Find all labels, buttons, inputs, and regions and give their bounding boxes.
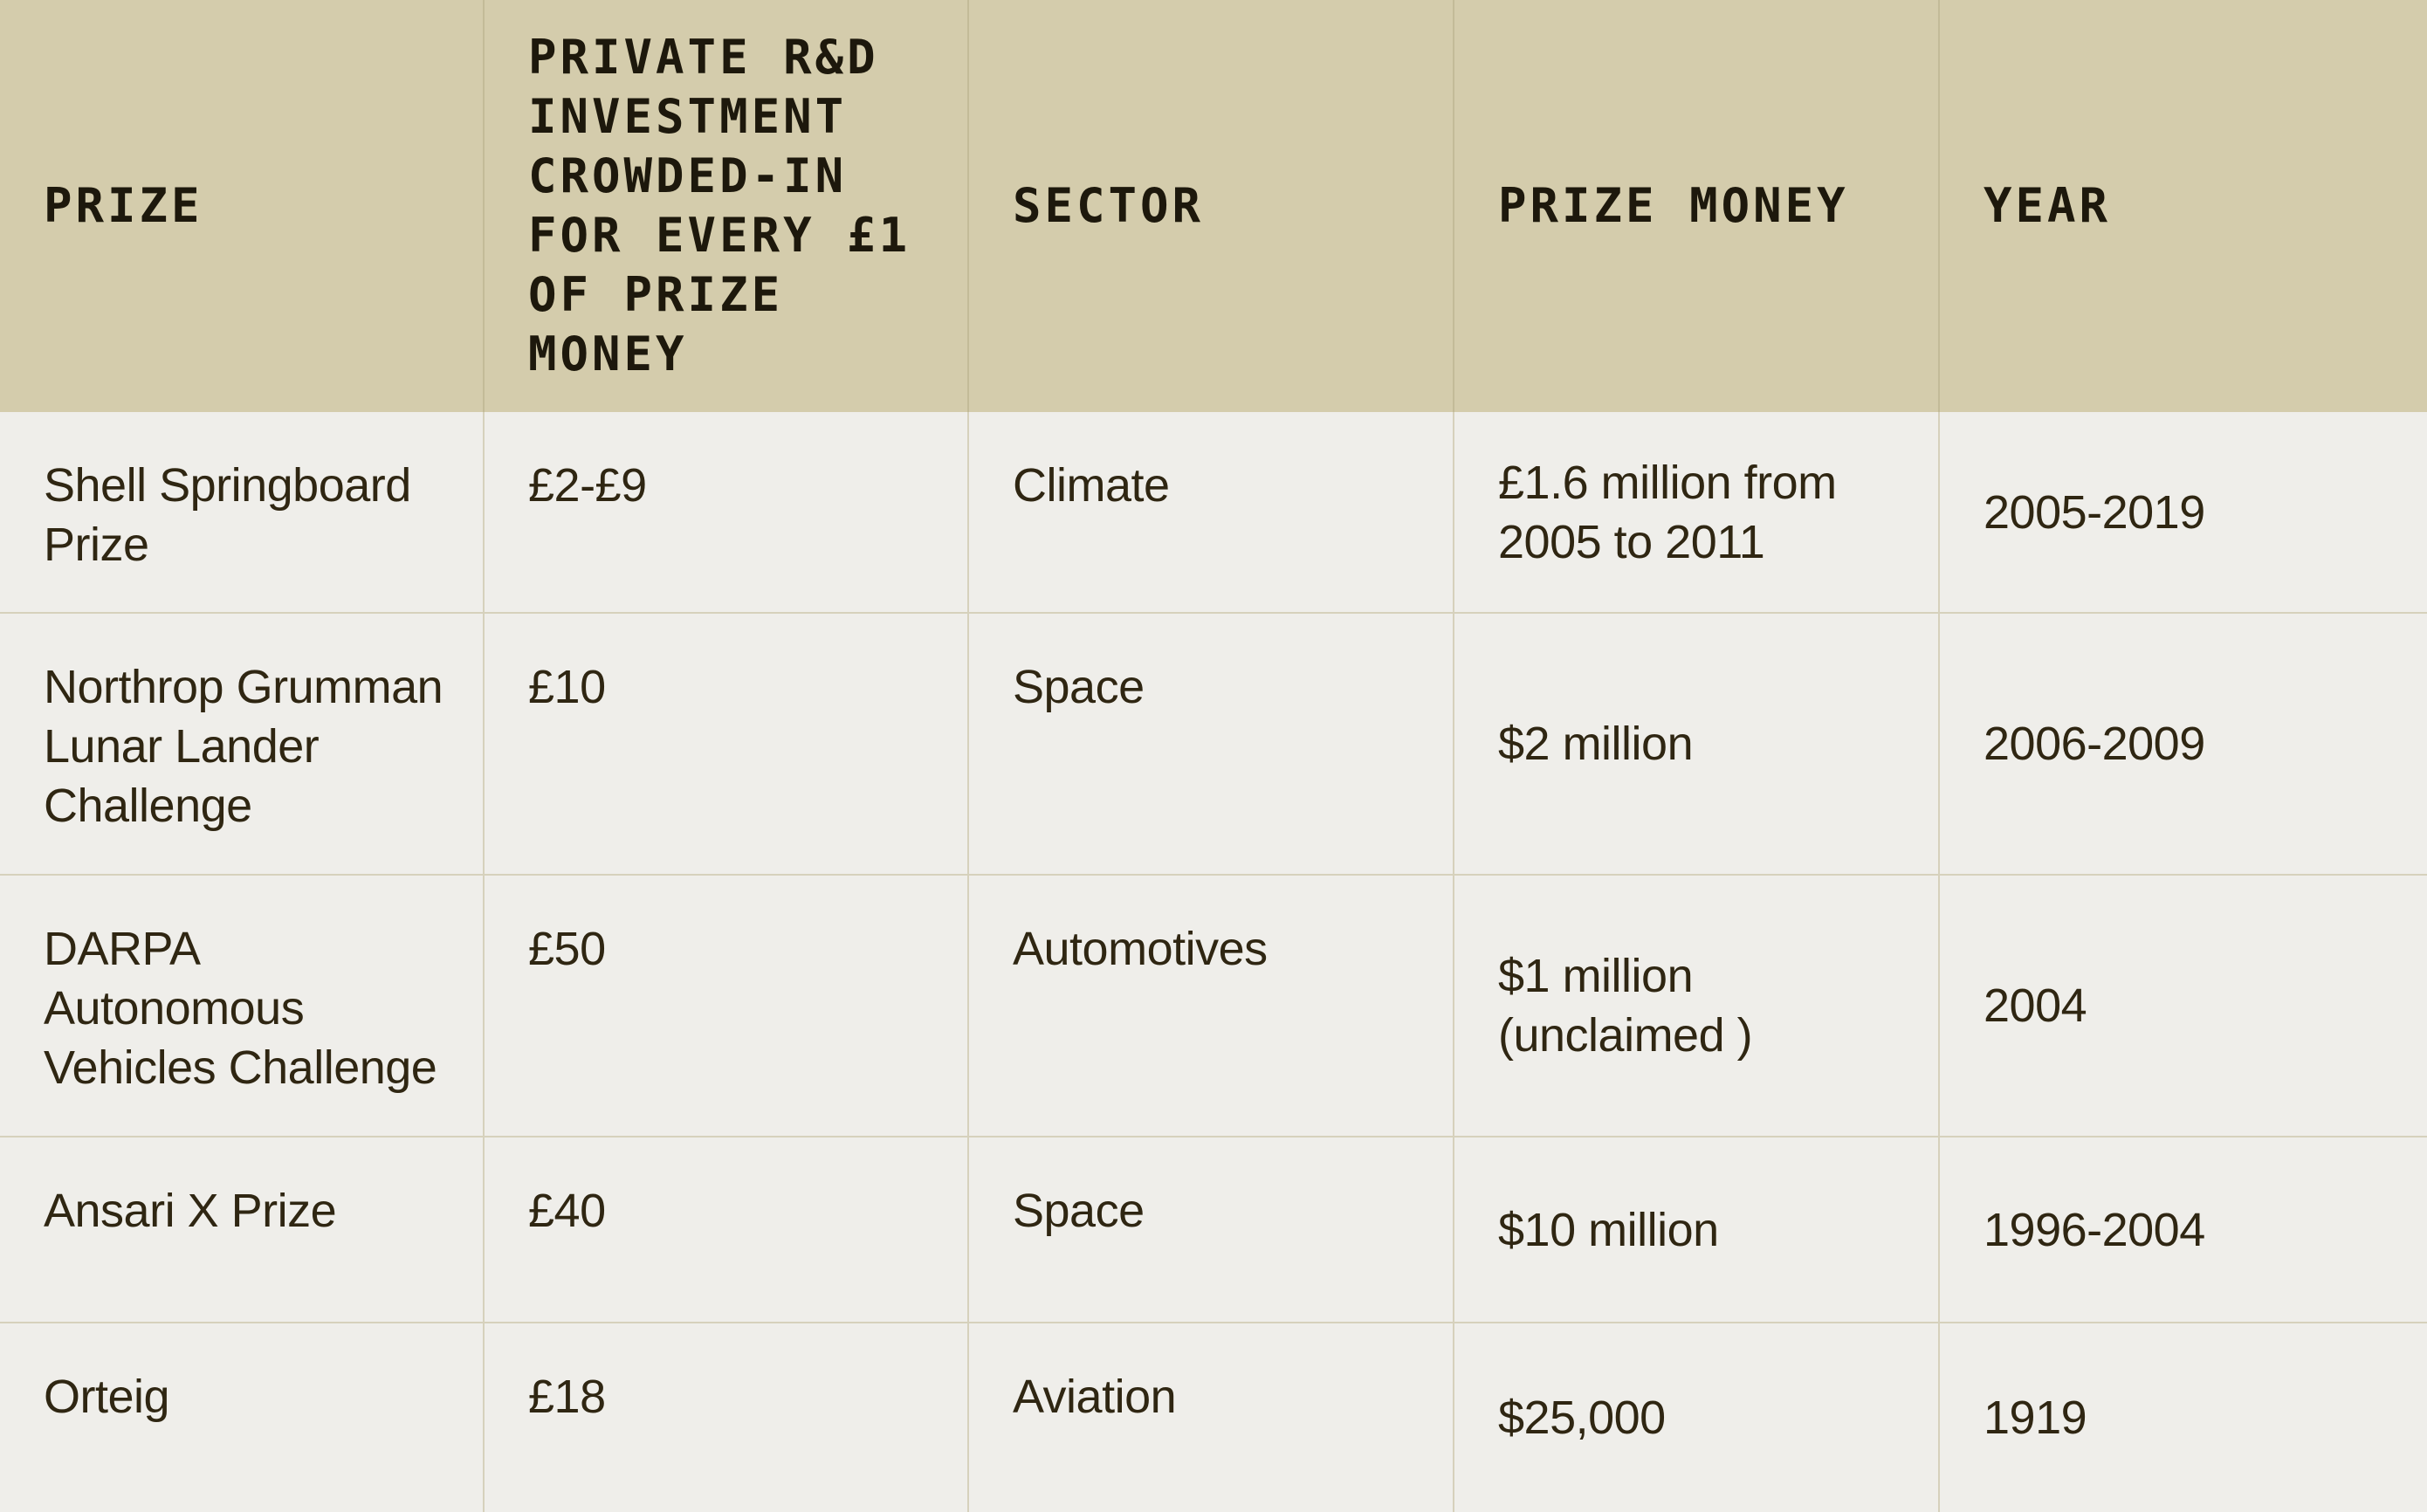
prize-money-value: $2 million bbox=[1498, 718, 1694, 770]
cell-prize: Ansari X Prize bbox=[0, 1137, 485, 1323]
investment-value: £40 bbox=[528, 1185, 606, 1237]
investment-value: £2-£9 bbox=[528, 459, 647, 512]
cell-prize-money: $10 million bbox=[1454, 1137, 1940, 1323]
cell-prize: Northrop Grumman Lunar Lander Challenge bbox=[0, 614, 485, 876]
cell-prize-money: £1.6 million from 2005 to 2011 bbox=[1454, 412, 1940, 614]
cell-year: 1919 bbox=[1940, 1323, 2427, 1512]
prize-name: DARPA Autonomous Vehicles Challenge bbox=[44, 923, 437, 1094]
prize-name: Ansari X Prize bbox=[44, 1185, 337, 1237]
prize-name: Northrop Grumman Lunar Lander Challenge bbox=[44, 661, 443, 832]
cell-year: 2004 bbox=[1940, 876, 2427, 1137]
sector-value: Space bbox=[1013, 661, 1145, 713]
header-sector-label: SECTOR bbox=[1013, 178, 1205, 233]
cell-investment: £50 bbox=[485, 876, 969, 1137]
cell-sector: Automotives bbox=[969, 876, 1454, 1137]
year-value: 2006-2009 bbox=[1984, 718, 2205, 770]
prize-name: Shell Springboard Prize bbox=[44, 459, 411, 571]
cell-sector: Climate bbox=[969, 412, 1454, 614]
cell-sector: Aviation bbox=[969, 1323, 1454, 1512]
cell-year: 2005-2019 bbox=[1940, 412, 2427, 614]
header-prize-label: PRIZE bbox=[44, 178, 203, 233]
investment-value: £18 bbox=[528, 1371, 606, 1423]
cell-prize-money: $1 million (unclaimed ) bbox=[1454, 876, 1940, 1137]
header-prize-money-label: PRIZE MONEY bbox=[1498, 178, 1849, 233]
prize-money-value: $1 million (unclaimed ) bbox=[1498, 950, 1753, 1062]
cell-investment: £18 bbox=[485, 1323, 969, 1512]
year-value: 1996-2004 bbox=[1984, 1203, 2205, 1256]
sector-value: Automotives bbox=[1013, 923, 1268, 975]
header-year-label: YEAR bbox=[1984, 178, 2112, 233]
header-prize: PRIZE bbox=[0, 0, 485, 412]
prize-money-value: $25,000 bbox=[1498, 1392, 1666, 1444]
prize-money-value: $10 million bbox=[1498, 1203, 1719, 1256]
cell-sector: Space bbox=[969, 1137, 1454, 1323]
prize-name: Orteig bbox=[44, 1371, 170, 1423]
cell-prize-money: $25,000 bbox=[1454, 1323, 1940, 1512]
sector-value: Aviation bbox=[1013, 1371, 1177, 1423]
cell-year: 1996-2004 bbox=[1940, 1137, 2427, 1323]
cell-prize: Shell Springboard Prize bbox=[0, 412, 485, 614]
cell-prize: Orteig bbox=[0, 1323, 485, 1512]
cell-investment: £10 bbox=[485, 614, 969, 876]
cell-sector: Space bbox=[969, 614, 1454, 876]
investment-value: £10 bbox=[528, 661, 606, 713]
header-year: YEAR bbox=[1940, 0, 2427, 412]
header-prize-money: PRIZE MONEY bbox=[1454, 0, 1940, 412]
sector-value: Space bbox=[1013, 1185, 1145, 1237]
cell-year: 2006-2009 bbox=[1940, 614, 2427, 876]
year-value: 1919 bbox=[1984, 1392, 2087, 1444]
header-sector: SECTOR bbox=[969, 0, 1454, 412]
cell-investment: £40 bbox=[485, 1137, 969, 1323]
cell-prize-money: $2 million bbox=[1454, 614, 1940, 876]
investment-value: £50 bbox=[528, 923, 606, 975]
header-investment-label: PRIVATE R&D INVESTMENT CROWDED-IN FOR EV… bbox=[528, 30, 911, 381]
cell-investment: £2-£9 bbox=[485, 412, 969, 614]
header-investment: PRIVATE R&D INVESTMENT CROWDED-IN FOR EV… bbox=[485, 0, 969, 412]
cell-prize: DARPA Autonomous Vehicles Challenge bbox=[0, 876, 485, 1137]
sector-value: Climate bbox=[1013, 459, 1170, 512]
prize-money-value: £1.6 million from 2005 to 2011 bbox=[1498, 456, 1837, 568]
year-value: 2005-2019 bbox=[1984, 485, 2205, 539]
year-value: 2004 bbox=[1984, 979, 2087, 1032]
